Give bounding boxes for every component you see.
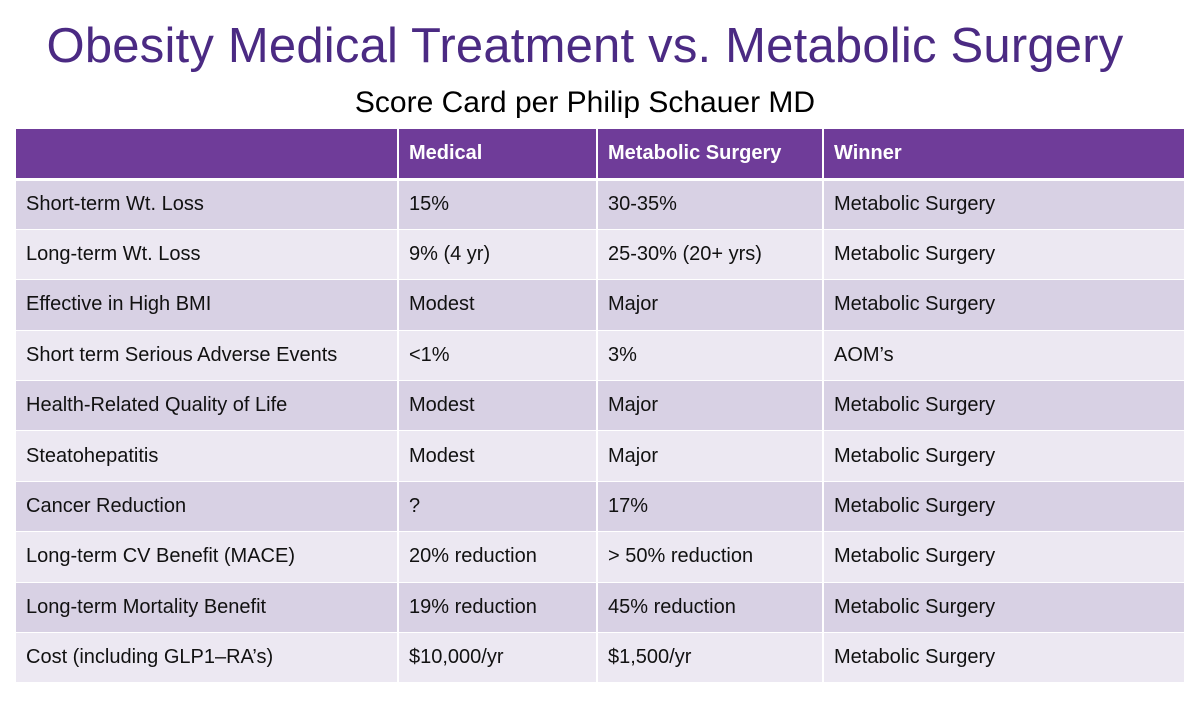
table-row: Long-term Wt. Loss 9% (4 yr) 25-30% (20+… <box>16 229 1184 281</box>
table-header-row: Medical Metabolic Surgery Winner <box>16 129 1184 181</box>
header-winner: Winner <box>823 129 1184 181</box>
cell-winner: Metabolic Surgery <box>823 481 1184 533</box>
slide-title: Obesity Medical Treatment vs. Metabolic … <box>46 19 1124 73</box>
cell-medical: $10,000/yr <box>398 632 598 684</box>
cell-surgery: 30-35% <box>597 179 824 230</box>
cell-surgery: 45% reduction <box>597 582 824 634</box>
cell-winner: Metabolic Surgery <box>823 531 1184 583</box>
slide-subtitle: Score Card per Philip Schauer MD <box>354 86 816 119</box>
cell-criterion: Long-term CV Benefit (MACE) <box>16 531 399 583</box>
table-row: Effective in High BMI Modest Major Metab… <box>16 279 1184 331</box>
cell-winner: Metabolic Surgery <box>823 229 1184 281</box>
cell-criterion: Cost (including GLP1–RA’s) <box>16 632 399 684</box>
cell-surgery: Major <box>597 430 824 482</box>
cell-medical: Modest <box>398 430 598 482</box>
cell-medical: 20% reduction <box>398 531 598 583</box>
header-medical: Medical <box>398 129 598 181</box>
cell-surgery: > 50% reduction <box>597 531 824 583</box>
cell-winner: Metabolic Surgery <box>823 279 1184 331</box>
cell-criterion: Health-Related Quality of Life <box>16 380 399 432</box>
cell-medical: <1% <box>398 330 598 382</box>
table-row: Short-term Wt. Loss 15% 30-35% Metabolic… <box>16 179 1184 230</box>
cell-criterion: Steatohepatitis <box>16 430 399 482</box>
cell-winner: Metabolic Surgery <box>823 179 1184 230</box>
cell-surgery: Major <box>597 380 824 432</box>
cell-surgery: 3% <box>597 330 824 382</box>
table-row: Long-term CV Benefit (MACE) 20% reductio… <box>16 531 1184 583</box>
cell-medical: ? <box>398 481 598 533</box>
header-criterion <box>16 129 399 181</box>
cell-surgery: $1,500/yr <box>597 632 824 684</box>
cell-winner: Metabolic Surgery <box>823 632 1184 684</box>
table-row: Short term Serious Adverse Events <1% 3%… <box>16 330 1184 382</box>
table-row: Steatohepatitis Modest Major Metabolic S… <box>16 430 1184 482</box>
cell-surgery: 17% <box>597 481 824 533</box>
cell-criterion: Long-term Wt. Loss <box>16 229 399 281</box>
cell-winner: Metabolic Surgery <box>823 430 1184 482</box>
cell-medical: Modest <box>398 380 598 432</box>
header-metabolic-surgery: Metabolic Surgery <box>597 129 824 181</box>
table-row: Health-Related Quality of Life Modest Ma… <box>16 380 1184 432</box>
cell-winner: Metabolic Surgery <box>823 380 1184 432</box>
cell-criterion: Long-term Mortality Benefit <box>16 582 399 634</box>
table-row: Long-term Mortality Benefit 19% reductio… <box>16 582 1184 634</box>
cell-medical: 19% reduction <box>398 582 598 634</box>
cell-winner: Metabolic Surgery <box>823 582 1184 634</box>
cell-surgery: Major <box>597 279 824 331</box>
table-row: Cancer Reduction ? 17% Metabolic Surgery <box>16 481 1184 533</box>
table-row: Cost (including GLP1–RA’s) $10,000/yr $1… <box>16 632 1184 684</box>
cell-surgery: 25-30% (20+ yrs) <box>597 229 824 281</box>
cell-winner: AOM’s <box>823 330 1184 382</box>
cell-criterion: Short-term Wt. Loss <box>16 179 399 230</box>
score-card-table: Medical Metabolic Surgery Winner Short-t… <box>16 129 1184 684</box>
cell-criterion: Short term Serious Adverse Events <box>16 330 399 382</box>
cell-medical: 15% <box>398 179 598 230</box>
cell-medical: Modest <box>398 279 598 331</box>
cell-criterion: Effective in High BMI <box>16 279 399 331</box>
cell-criterion: Cancer Reduction <box>16 481 399 533</box>
cell-medical: 9% (4 yr) <box>398 229 598 281</box>
